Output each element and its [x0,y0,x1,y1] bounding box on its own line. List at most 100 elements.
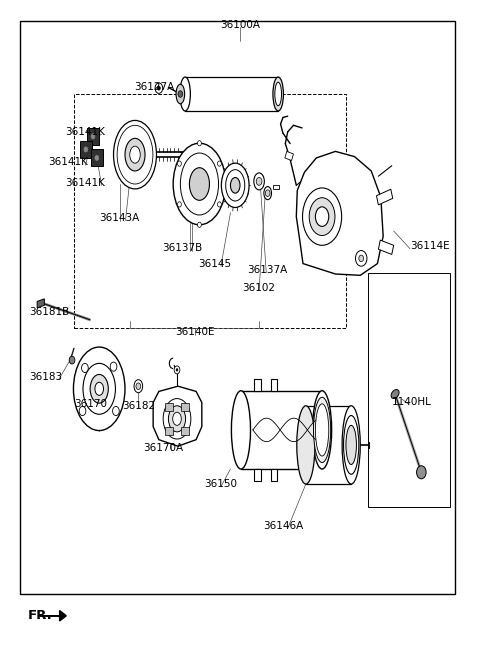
Text: 36141K: 36141K [48,157,88,168]
Ellipse shape [95,383,104,396]
Circle shape [356,251,367,266]
FancyArrow shape [39,610,66,621]
Polygon shape [254,379,262,391]
Ellipse shape [176,84,185,103]
Circle shape [178,91,183,97]
Circle shape [91,134,95,139]
Polygon shape [181,403,189,411]
Ellipse shape [114,121,156,189]
Ellipse shape [221,163,249,208]
Polygon shape [80,141,92,158]
Text: 36150: 36150 [204,479,238,489]
Ellipse shape [315,404,329,456]
Ellipse shape [309,198,335,236]
Ellipse shape [130,146,140,163]
Bar [368,273,450,507]
Text: 36141K: 36141K [65,178,105,188]
Polygon shape [181,427,189,435]
Ellipse shape [90,375,108,403]
Circle shape [359,255,364,261]
Bar [21,21,455,593]
Text: 36170A: 36170A [144,443,184,453]
Circle shape [69,356,75,364]
Text: 36181B: 36181B [29,307,69,317]
Polygon shape [37,299,44,308]
Circle shape [136,383,141,390]
Text: 36114E: 36114E [410,241,449,251]
Polygon shape [91,149,103,166]
Ellipse shape [230,178,240,193]
Circle shape [155,83,163,94]
Ellipse shape [302,188,342,246]
Text: 36137A: 36137A [248,265,288,275]
Text: 36141K: 36141K [65,127,105,137]
Ellipse shape [168,405,186,432]
Polygon shape [271,469,277,481]
Text: 36170: 36170 [74,399,108,409]
Ellipse shape [273,77,283,111]
Ellipse shape [312,391,332,469]
Text: 36182: 36182 [122,401,156,411]
Circle shape [157,86,160,90]
Ellipse shape [180,153,218,215]
Ellipse shape [226,170,245,201]
Polygon shape [185,77,278,111]
Polygon shape [376,189,393,205]
Text: 36140E: 36140E [175,327,215,337]
Text: 36100A: 36100A [220,20,260,30]
Polygon shape [296,151,383,275]
Ellipse shape [391,390,399,398]
Circle shape [113,406,119,415]
Ellipse shape [134,380,143,393]
Polygon shape [271,379,277,391]
Text: 36102: 36102 [242,283,276,293]
Circle shape [174,366,180,374]
Text: 36137B: 36137B [163,243,203,253]
Polygon shape [274,185,279,189]
Text: 1140HL: 1140HL [392,397,432,407]
Circle shape [82,364,88,373]
Ellipse shape [344,415,359,474]
Ellipse shape [346,425,357,464]
Circle shape [110,362,117,371]
Circle shape [178,202,181,207]
Polygon shape [87,128,99,145]
Ellipse shape [125,138,145,171]
Circle shape [198,141,201,146]
Ellipse shape [264,187,272,200]
Ellipse shape [173,143,226,225]
Polygon shape [165,403,173,411]
Circle shape [217,161,221,166]
Circle shape [79,406,86,415]
Text: 36146A: 36146A [263,521,303,531]
Polygon shape [165,427,173,435]
Polygon shape [285,151,293,160]
Ellipse shape [190,168,209,200]
Text: FR.: FR. [28,609,52,622]
Polygon shape [378,240,394,254]
Text: 36127A: 36127A [134,83,174,92]
Polygon shape [306,405,351,484]
Circle shape [178,161,181,166]
Bar [74,94,346,328]
Ellipse shape [313,398,331,462]
Ellipse shape [83,364,116,414]
Polygon shape [153,386,202,446]
Polygon shape [254,469,262,481]
Ellipse shape [117,125,153,184]
Ellipse shape [231,391,251,469]
Ellipse shape [342,405,360,484]
Ellipse shape [73,347,125,430]
Text: 36183: 36183 [29,372,62,382]
Circle shape [256,178,262,185]
Ellipse shape [297,405,315,484]
Circle shape [84,147,88,152]
Ellipse shape [180,77,191,111]
Circle shape [95,155,99,160]
Ellipse shape [163,399,191,439]
Circle shape [265,190,270,196]
Ellipse shape [254,173,264,190]
Ellipse shape [275,83,281,105]
Circle shape [417,466,426,479]
Text: 36145: 36145 [198,259,231,269]
